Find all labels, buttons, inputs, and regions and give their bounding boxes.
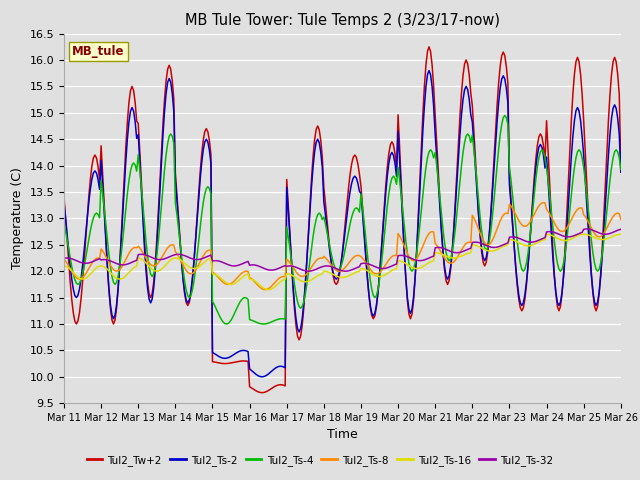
Title: MB Tule Tower: Tule Temps 2 (3/23/17-now): MB Tule Tower: Tule Temps 2 (3/23/17-now…	[185, 13, 500, 28]
Y-axis label: Temperature (C): Temperature (C)	[11, 168, 24, 269]
X-axis label: Time: Time	[327, 429, 358, 442]
Legend: Tul2_Tw+2, Tul2_Ts-2, Tul2_Ts-4, Tul2_Ts-8, Tul2_Ts-16, Tul2_Ts-32: Tul2_Tw+2, Tul2_Ts-2, Tul2_Ts-4, Tul2_Ts…	[83, 451, 557, 470]
Text: MB_tule: MB_tule	[72, 45, 125, 58]
